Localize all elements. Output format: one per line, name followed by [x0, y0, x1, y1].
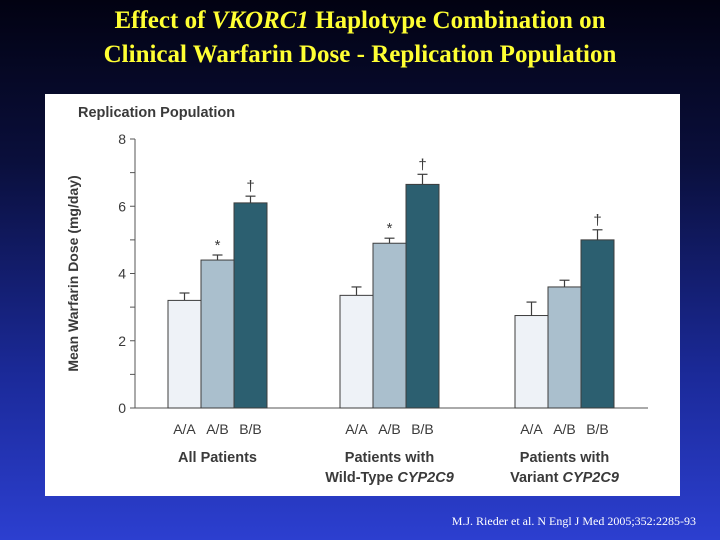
bar-ab-group2 — [372, 242, 407, 409]
category-label: A/B — [378, 421, 401, 437]
group-label-text: Wild-Type — [325, 470, 397, 486]
bar-aa-group1 — [167, 299, 202, 409]
y-axis-label: Mean Warfarin Dose (mg/day) — [65, 175, 81, 371]
category-label: B/B — [586, 421, 609, 437]
group-label-line: Variant CYP2C9 — [510, 470, 619, 486]
y-tick-label: 6 — [118, 198, 126, 214]
significance-marker: * — [215, 237, 221, 254]
chart-panel: Replication Population Mean Warfarin Dose… — [45, 94, 680, 496]
group-label-italic: CYP2C9 — [562, 470, 618, 486]
bar-ab-group3 — [547, 286, 582, 409]
category-label: A/A — [520, 421, 543, 437]
y-tick-label: 4 — [118, 266, 126, 282]
significance-marker: † — [593, 212, 601, 229]
category-label: B/B — [411, 421, 434, 437]
group-label-italic: CYP2C9 — [397, 470, 453, 486]
group-label-line: All Patients — [178, 450, 257, 466]
category-label: A/B — [553, 421, 576, 437]
category-label: A/B — [206, 421, 229, 437]
significance-marker: † — [418, 156, 426, 173]
citation: M.J. Rieder et al. N Engl J Med 2005;352… — [451, 514, 696, 528]
group-label-text: Patients with — [345, 450, 434, 466]
category-label: A/A — [345, 421, 368, 437]
y-tick-label: 0 — [118, 400, 126, 416]
y-tick-label: 8 — [118, 131, 126, 147]
bar-aa-group3 — [514, 315, 549, 409]
significance-marker: * — [387, 220, 393, 237]
y-tick-label: 2 — [118, 333, 126, 349]
bar-aa-group2 — [339, 294, 374, 409]
group-label-text: Patients with — [520, 450, 609, 466]
group-label-text: All Patients — [178, 450, 257, 466]
group-label-line: Wild-Type CYP2C9 — [325, 470, 454, 486]
group-label-text: Variant — [510, 470, 562, 486]
category-label: B/B — [239, 421, 262, 437]
bar-ab-group1 — [200, 259, 235, 409]
category-label: A/A — [173, 421, 196, 437]
significance-marker: † — [246, 178, 254, 195]
slide-title-line2: Clinical Warfarin Dose - Replication Pop… — [103, 41, 617, 68]
bar-bb-group3 — [580, 239, 615, 409]
bar-chart: Replication Population Mean Warfarin Dose… — [65, 105, 648, 486]
slide-title: Effect of VKORC1 Haplotype Combination o… — [0, 4, 720, 72]
bar-bb-group1 — [233, 202, 268, 409]
slide-title-line1: Effect of VKORC1 Haplotype Combination o… — [114, 7, 606, 34]
group-label-line: Patients with — [520, 450, 609, 466]
group-label-line: Patients with — [345, 450, 434, 466]
bar-bb-group2 — [405, 183, 440, 409]
panel-title: Replication Population — [78, 105, 235, 121]
